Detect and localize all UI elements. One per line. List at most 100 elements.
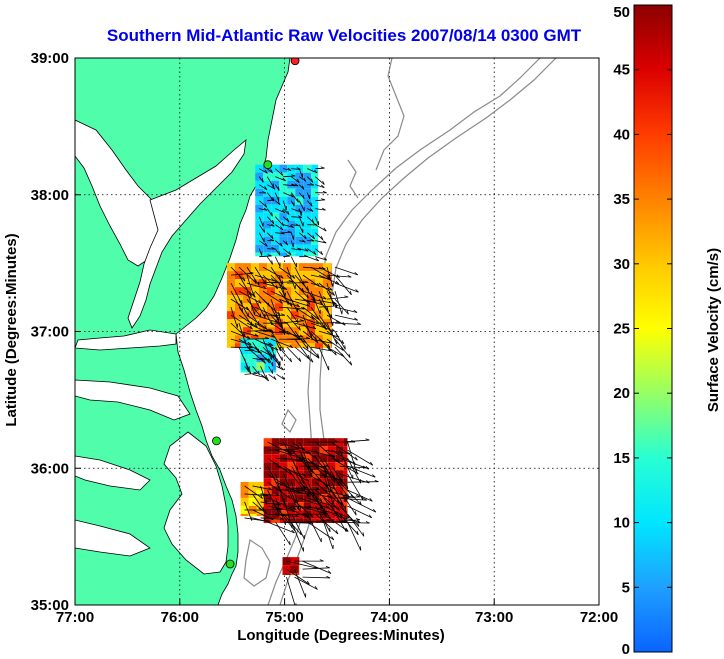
velocity-vector [283,168,292,171]
velocity-vector-head [306,303,310,307]
velocity-vector [347,457,361,484]
velocity-vector-head [345,527,349,532]
velocity-vector-head [303,177,307,182]
velocity-vector [310,346,332,352]
velocity-vector-head [356,495,361,498]
velocity-vector [252,501,268,515]
velocity-vector [275,465,306,477]
velocity-vector-head [281,376,285,380]
velocity-vector [294,568,306,598]
y-axis-ticks: 39:00 38:00 37:00 36:00 35:00 [31,50,81,614]
velocity-vector-head [254,323,258,328]
velocity-vector [276,358,281,366]
velocity-vector [275,208,286,214]
velocity-vector-head [307,491,311,495]
velocity-vector [291,522,304,552]
velocity-vector [291,176,300,184]
velocity-vector [259,184,268,191]
velocity-vector-head [264,186,268,190]
velocity-vector [270,306,282,328]
velocity-vector-head [279,517,284,520]
velocity-vector [283,498,293,529]
velocity-vector [254,306,279,319]
velocity-vector [307,473,336,490]
velocity-vector-head [290,224,294,228]
velocity-vector [302,346,320,359]
velocity-vector [230,314,253,330]
velocity-vector-head [280,242,283,247]
velocity-vector [298,184,305,190]
velocity-vector-head [310,182,315,186]
velocity-vector [294,306,314,320]
velocity-vector [347,521,362,551]
velocity-vector-head [346,310,349,315]
velocity-vector [298,208,302,216]
velocity-vector-head [270,238,275,242]
velocity-vectors [230,166,379,605]
velocity-vector [258,176,264,183]
velocity-vector [331,449,356,465]
velocity-vector [267,184,276,190]
velocity-vector [323,522,334,550]
velocity-vector [268,358,274,367]
velocity-vector-head [249,325,253,330]
velocity-vector [283,449,311,454]
y-axis-label: Latitude (Degrees:Minutes) [3,233,20,426]
velocity-vector [275,176,286,182]
velocity-vector [260,349,272,357]
velocity-vector-head [315,257,319,262]
velocity-vector [315,481,340,504]
velocity-vector-head [368,514,373,518]
velocity-vector [275,498,286,525]
velocity-vector-head [326,575,331,579]
velocity-vector [331,441,358,461]
velocity-vector-head [306,294,309,299]
velocity-vector [298,224,304,233]
velocity-vector-head [296,319,299,324]
velocity-vector-head [262,178,264,183]
velocity-vector [291,216,302,218]
velocity-vector [260,501,281,506]
velocity-vector [302,298,323,306]
velocity-vector [259,208,268,211]
y-tick-label: 37:00 [31,324,69,341]
velocity-vector-head [258,370,260,375]
velocity-vector [286,560,318,569]
velocity-vector-head [365,466,370,470]
velocity-vector [318,274,339,285]
velocity-vector [294,576,318,590]
velocity-vector [276,350,283,361]
velocity-vector [252,493,265,511]
velocity-vector [270,330,284,351]
velocity-vector [326,322,338,345]
velocity-vector-head [330,313,333,318]
velocity-vector-head [264,357,269,361]
velocity-vector-head [331,536,335,540]
velocity-vector [274,248,281,256]
velocity-vector [278,266,296,279]
velocity-vector [246,282,267,290]
velocity-vector [323,474,334,505]
velocity-vector-head [297,198,299,203]
velocity-vector [347,465,376,478]
velocity-vector [283,457,315,465]
velocity-vector [294,282,309,299]
velocity-vector-head [306,478,310,482]
velocity-vector-head [266,519,271,523]
velocity-vector [302,282,316,302]
velocity-vector-head [325,566,330,569]
velocity-vector [266,176,274,188]
velocity-vector [244,358,249,372]
velocity-vector [244,372,258,375]
velocity-vector [262,330,286,334]
velocity-vector-head [335,530,339,535]
velocity-vector [238,338,259,351]
velocity-vector-head [270,198,275,201]
velocity-vector [334,346,353,366]
velocity-vector-head [295,514,299,517]
x-tick-label: 74:00 [370,609,408,626]
velocity-vector [315,489,340,511]
velocity-vector [252,485,272,491]
velocity-vector [230,290,243,313]
velocity-vector [302,330,319,344]
